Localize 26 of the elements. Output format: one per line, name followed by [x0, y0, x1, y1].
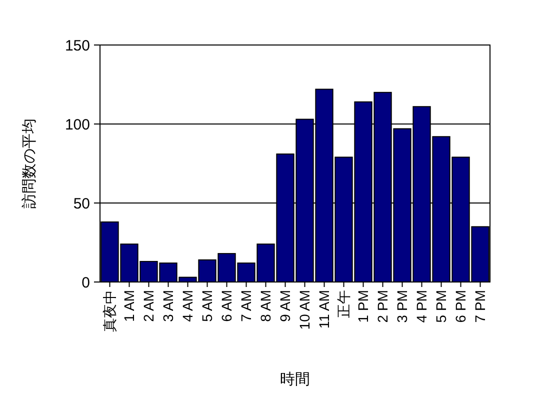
x-tick-label: 1 PM: [355, 290, 372, 323]
x-axis-title: 時間: [280, 371, 310, 388]
y-tick-label: 0: [82, 274, 90, 292]
x-tick-label: 7 AM: [238, 290, 254, 322]
x-tick-label: 3 AM: [160, 290, 176, 322]
x-tick-label: 2 AM: [140, 290, 157, 322]
x-tick-label: 9 AM: [277, 290, 294, 322]
x-tick-label: 5 PM: [433, 290, 450, 323]
x-tick-label: 10 AM: [296, 290, 313, 330]
x-tick-label: 1 AM: [121, 290, 138, 322]
x-tick-label: 4 PM: [414, 290, 430, 323]
x-tick-label: 正午: [336, 290, 352, 318]
y-tick-label: 150: [64, 37, 90, 54]
x-tick-label: 真夜中: [102, 290, 118, 332]
y-tick-label: 100: [64, 116, 90, 134]
x-tick-label: 8 AM: [258, 290, 274, 322]
x-tick-label: 5 AM: [199, 290, 216, 322]
x-tick-label: 2 PM: [374, 290, 391, 323]
y-axis-title: 訪問数の平均: [21, 118, 38, 208]
x-tick-label: 3 PM: [394, 290, 410, 323]
x-tick-label: 7 PM: [472, 290, 488, 323]
x-tick-label: 6 AM: [218, 290, 235, 322]
x-tick-label: 11 AM: [316, 290, 332, 329]
y-tick-label: 50: [73, 195, 90, 212]
x-tick-label: 4 AM: [180, 290, 196, 322]
x-tick-label: 6 PM: [452, 290, 469, 323]
